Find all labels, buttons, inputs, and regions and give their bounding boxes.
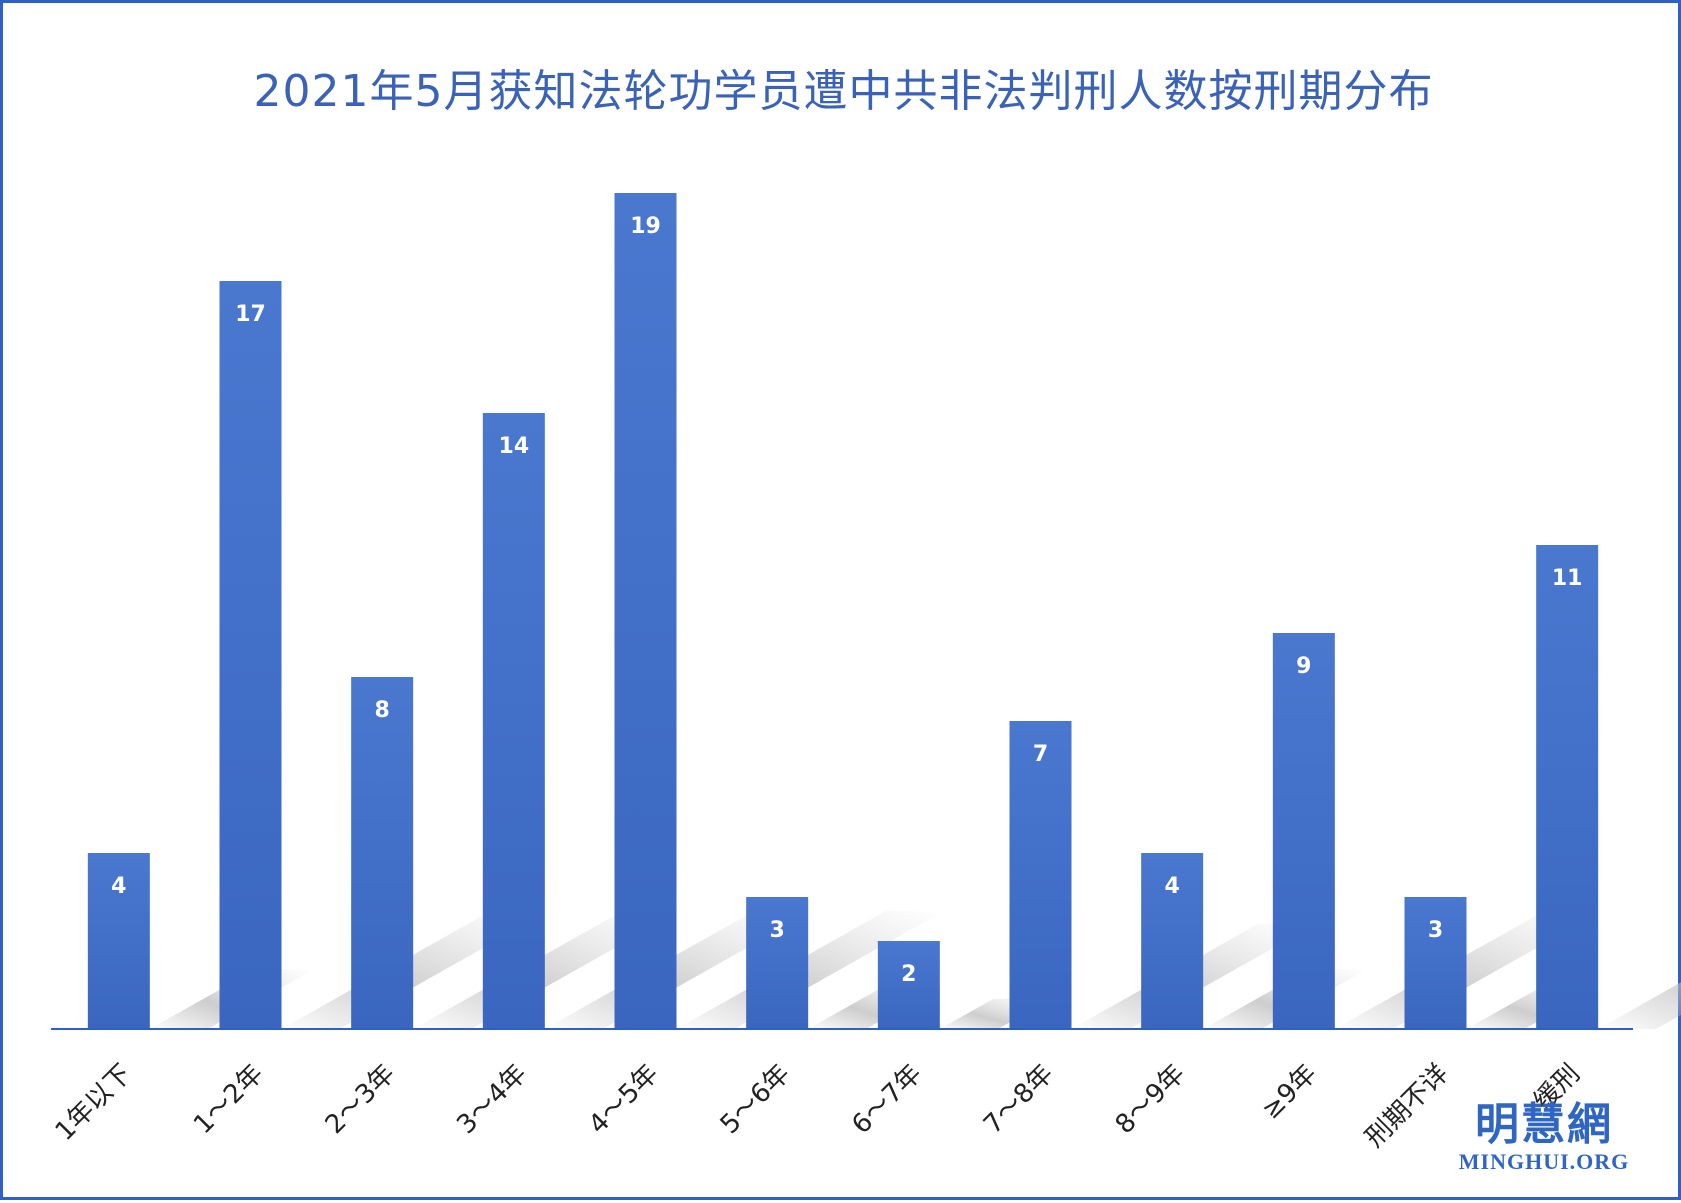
bar — [614, 193, 677, 1029]
data-label: 3 — [770, 918, 785, 943]
bar-shadow — [676, 911, 944, 1029]
category-label: 刑期不详 — [1360, 1059, 1455, 1154]
data-labels: 4 17 8 14 19 3 2 7 4 9 3 11 — [111, 214, 1582, 987]
category-label: 1年以下 — [50, 1059, 138, 1147]
bar — [1009, 721, 1072, 1029]
category-labels: 1年以下 1～2年 2～3年 3～4年 4～5年 5～6年 6～7年 7～8年 8～9年 ≥9年刑… — [50, 1059, 1586, 1154]
minghui-watermark: 明慧網 MINGHUI.ORG — [1444, 1101, 1644, 1175]
bar — [87, 853, 150, 1029]
watermark-cn: 明慧網 — [1475, 1099, 1613, 1150]
data-label: 11 — [1552, 566, 1583, 591]
category-label: ≥9年 — [1256, 1059, 1323, 1126]
data-label: 9 — [1296, 654, 1311, 679]
category-label: 4～5年 — [583, 1059, 664, 1140]
bar — [1141, 853, 1204, 1029]
bar-shadow — [413, 911, 681, 1029]
category-label: 7～8年 — [978, 1059, 1059, 1140]
category-label: 2～3年 — [320, 1059, 401, 1140]
data-label: 2 — [901, 962, 916, 987]
bar-shadow — [544, 911, 812, 1029]
bar-shadow — [1598, 982, 1681, 1029]
watermark-en: MINGHUI.ORG — [1458, 1149, 1630, 1174]
bar — [219, 281, 282, 1029]
bar — [746, 897, 809, 1029]
bar — [1536, 545, 1599, 1029]
category-label: 6～7年 — [846, 1059, 927, 1140]
data-label: 4 — [1165, 874, 1180, 899]
bar — [1404, 897, 1467, 1029]
data-label: 7 — [1033, 742, 1048, 767]
data-label: 4 — [111, 874, 126, 899]
bar — [482, 413, 545, 1029]
data-label: 3 — [1428, 918, 1443, 943]
data-label: 8 — [375, 698, 390, 723]
chart-title: 2021年5月获知法轮功学员遭中共非法判刑人数按刑期分布 — [253, 66, 1434, 117]
data-label: 19 — [630, 214, 661, 239]
data-label: 17 — [235, 302, 266, 327]
category-label: 3～4年 — [451, 1059, 532, 1140]
category-label: 5～6年 — [715, 1059, 796, 1140]
bar — [877, 941, 940, 1029]
bars — [87, 193, 1599, 1029]
category-label: 1～2年 — [188, 1059, 269, 1140]
data-label: 14 — [499, 434, 530, 459]
bar-shadow — [1334, 911, 1602, 1029]
bar — [351, 677, 414, 1029]
bar-chart: 4 17 8 14 19 3 2 7 4 9 3 11 1年以下 1～2年 2～3年 3～4年 4～5年 5～6… — [50, 193, 1681, 1154]
bar-shadow — [281, 911, 549, 1029]
category-label: 8～9年 — [1110, 1059, 1191, 1140]
bar — [1272, 633, 1335, 1029]
